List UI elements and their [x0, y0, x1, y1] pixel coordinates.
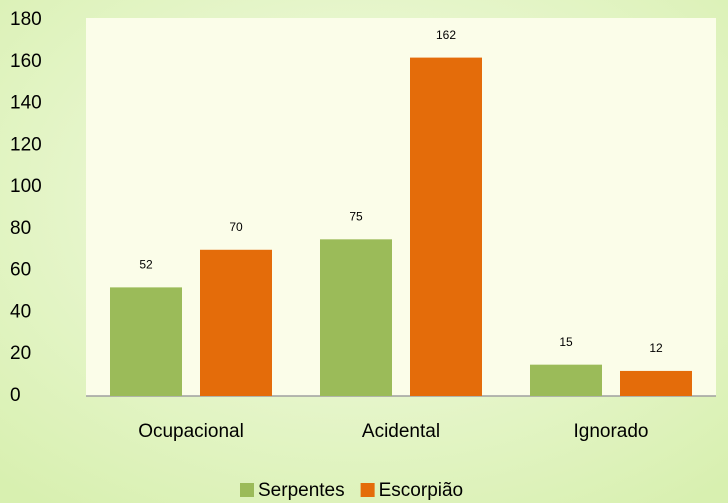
value-label: 52 — [139, 258, 153, 272]
value-label: 12 — [649, 341, 663, 355]
bar — [530, 364, 602, 396]
y-tick-label: 80 — [10, 218, 31, 239]
bar — [410, 57, 482, 396]
legend-swatch — [240, 483, 254, 497]
y-tick-label: 180 — [10, 9, 42, 30]
y-tick-label: 20 — [10, 343, 31, 364]
legend-label: Escorpião — [379, 480, 464, 501]
plot-area — [86, 18, 716, 396]
y-tick-label: 100 — [10, 176, 42, 197]
legend-swatch — [360, 483, 375, 497]
value-label: 75 — [349, 210, 363, 224]
y-tick-label: 0 — [10, 385, 21, 406]
x-tick-label: Ignorado — [573, 421, 648, 442]
bar — [320, 239, 392, 396]
y-tick-label: 160 — [10, 51, 42, 72]
y-tick-label: 140 — [10, 93, 42, 114]
legend-label: Serpentes — [258, 480, 345, 501]
bar — [110, 287, 182, 396]
bar — [620, 370, 692, 396]
value-label: 15 — [559, 335, 573, 349]
bar — [200, 249, 272, 396]
x-tick-label: Acidental — [362, 421, 440, 442]
value-label: 70 — [229, 220, 243, 234]
y-tick-label: 40 — [10, 301, 31, 322]
x-tick-label: Ocupacional — [138, 421, 244, 442]
value-label: 162 — [436, 28, 456, 42]
y-tick-label: 60 — [10, 260, 31, 281]
y-tick-label: 120 — [10, 134, 42, 155]
